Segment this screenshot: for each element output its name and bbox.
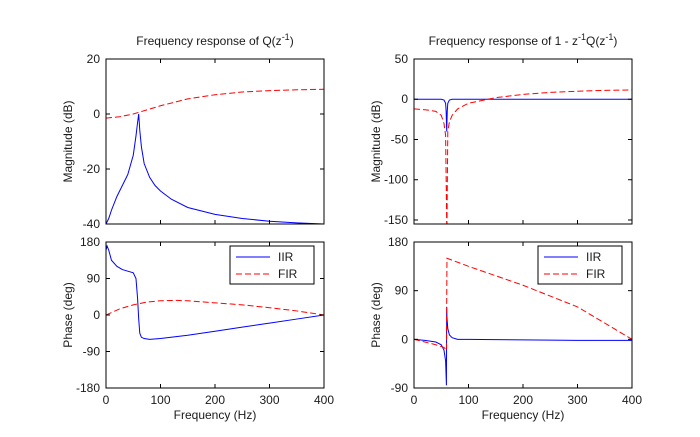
y-tick-label: 0 (93, 308, 100, 322)
y-tick-label: -50 (391, 132, 409, 146)
title-text: Frequency response of 1 - z (429, 34, 578, 48)
x-tick-label: 300 (567, 393, 587, 407)
y-axis-title: Magnitude (dB) (61, 100, 75, 182)
y-tick-label: 0 (401, 92, 408, 106)
series-line-solid (106, 113, 324, 224)
y-tick-label: 0 (401, 332, 408, 346)
x-tick-label: 200 (513, 393, 533, 407)
x-tick-label: 400 (314, 393, 334, 407)
y-tick-label: -150 (384, 213, 408, 227)
title-text: Q(z (586, 34, 605, 48)
y-tick-label: -100 (384, 173, 408, 187)
series-line-iir (106, 244, 324, 340)
x-tick-label: 300 (259, 393, 279, 407)
title-text: ) (613, 34, 617, 48)
y-tick-label: -20 (83, 162, 101, 176)
x-tick-label: 0 (103, 393, 110, 407)
legend-label-fir: FIR (278, 267, 298, 281)
legend-box (537, 245, 623, 285)
subplot-tr: 50 0 -50 -100 -150 Magnitude (dB) Frequency re… (369, 32, 633, 227)
y-tick-label: 180 (80, 235, 100, 249)
title-superscript: -1 (605, 32, 613, 42)
y-tick-label: -40 (83, 217, 101, 231)
title-superscript: -1 (578, 32, 586, 42)
subplot-tl: 20 0 -20 -40 Magnitude (dB) Frequency respons… (61, 32, 325, 231)
y-tick-label: -180 (76, 381, 100, 395)
plot-title: Frequency response of Q(z-1) (136, 32, 293, 48)
x-tick-label: 400 (622, 393, 642, 407)
y-tick-label: -90 (391, 381, 409, 395)
y-axis-title: Phase (deg) (369, 282, 383, 347)
title-text: Frequency response of Q(z (136, 34, 281, 48)
x-tick-label: 200 (205, 393, 225, 407)
series-line-dashed (106, 88, 324, 119)
y-tick-label: 20 (87, 52, 101, 66)
y-tick-label: 90 (395, 284, 409, 298)
plot-title: Frequency response of 1 - z-1Q(z-1) (429, 32, 618, 48)
y-axis-title: Magnitude (dB) (369, 100, 383, 182)
y-tick-label: 0 (93, 107, 100, 121)
legend-box (229, 245, 315, 285)
legend-label-iir: IIR (586, 250, 602, 264)
plot-area (414, 59, 632, 224)
title-superscript: -1 (282, 32, 290, 42)
legend: IIR FIR (229, 245, 315, 285)
y-tick-label: 50 (395, 52, 409, 66)
y-tick-label: -90 (83, 345, 101, 359)
plot-area (106, 59, 324, 224)
legend-label-iir: IIR (278, 250, 294, 264)
series-line-dashed (414, 89, 632, 224)
series-line-solid (414, 98, 632, 132)
series-line-fir (414, 257, 632, 352)
x-tick-label: 0 (411, 393, 418, 407)
y-tick-label: 180 (388, 235, 408, 249)
x-axis-title: Frequency (Hz) (174, 408, 257, 422)
x-tick-label: 100 (150, 393, 170, 407)
y-tick-label: 90 (87, 272, 101, 286)
title-text: ) (290, 34, 294, 48)
x-axis-title: Frequency (Hz) (482, 408, 565, 422)
y-axis-title: Phase (deg) (61, 282, 75, 347)
legend: IIR FIR (537, 245, 623, 285)
legend-label-fir: FIR (586, 267, 606, 281)
x-tick-label: 100 (458, 393, 478, 407)
